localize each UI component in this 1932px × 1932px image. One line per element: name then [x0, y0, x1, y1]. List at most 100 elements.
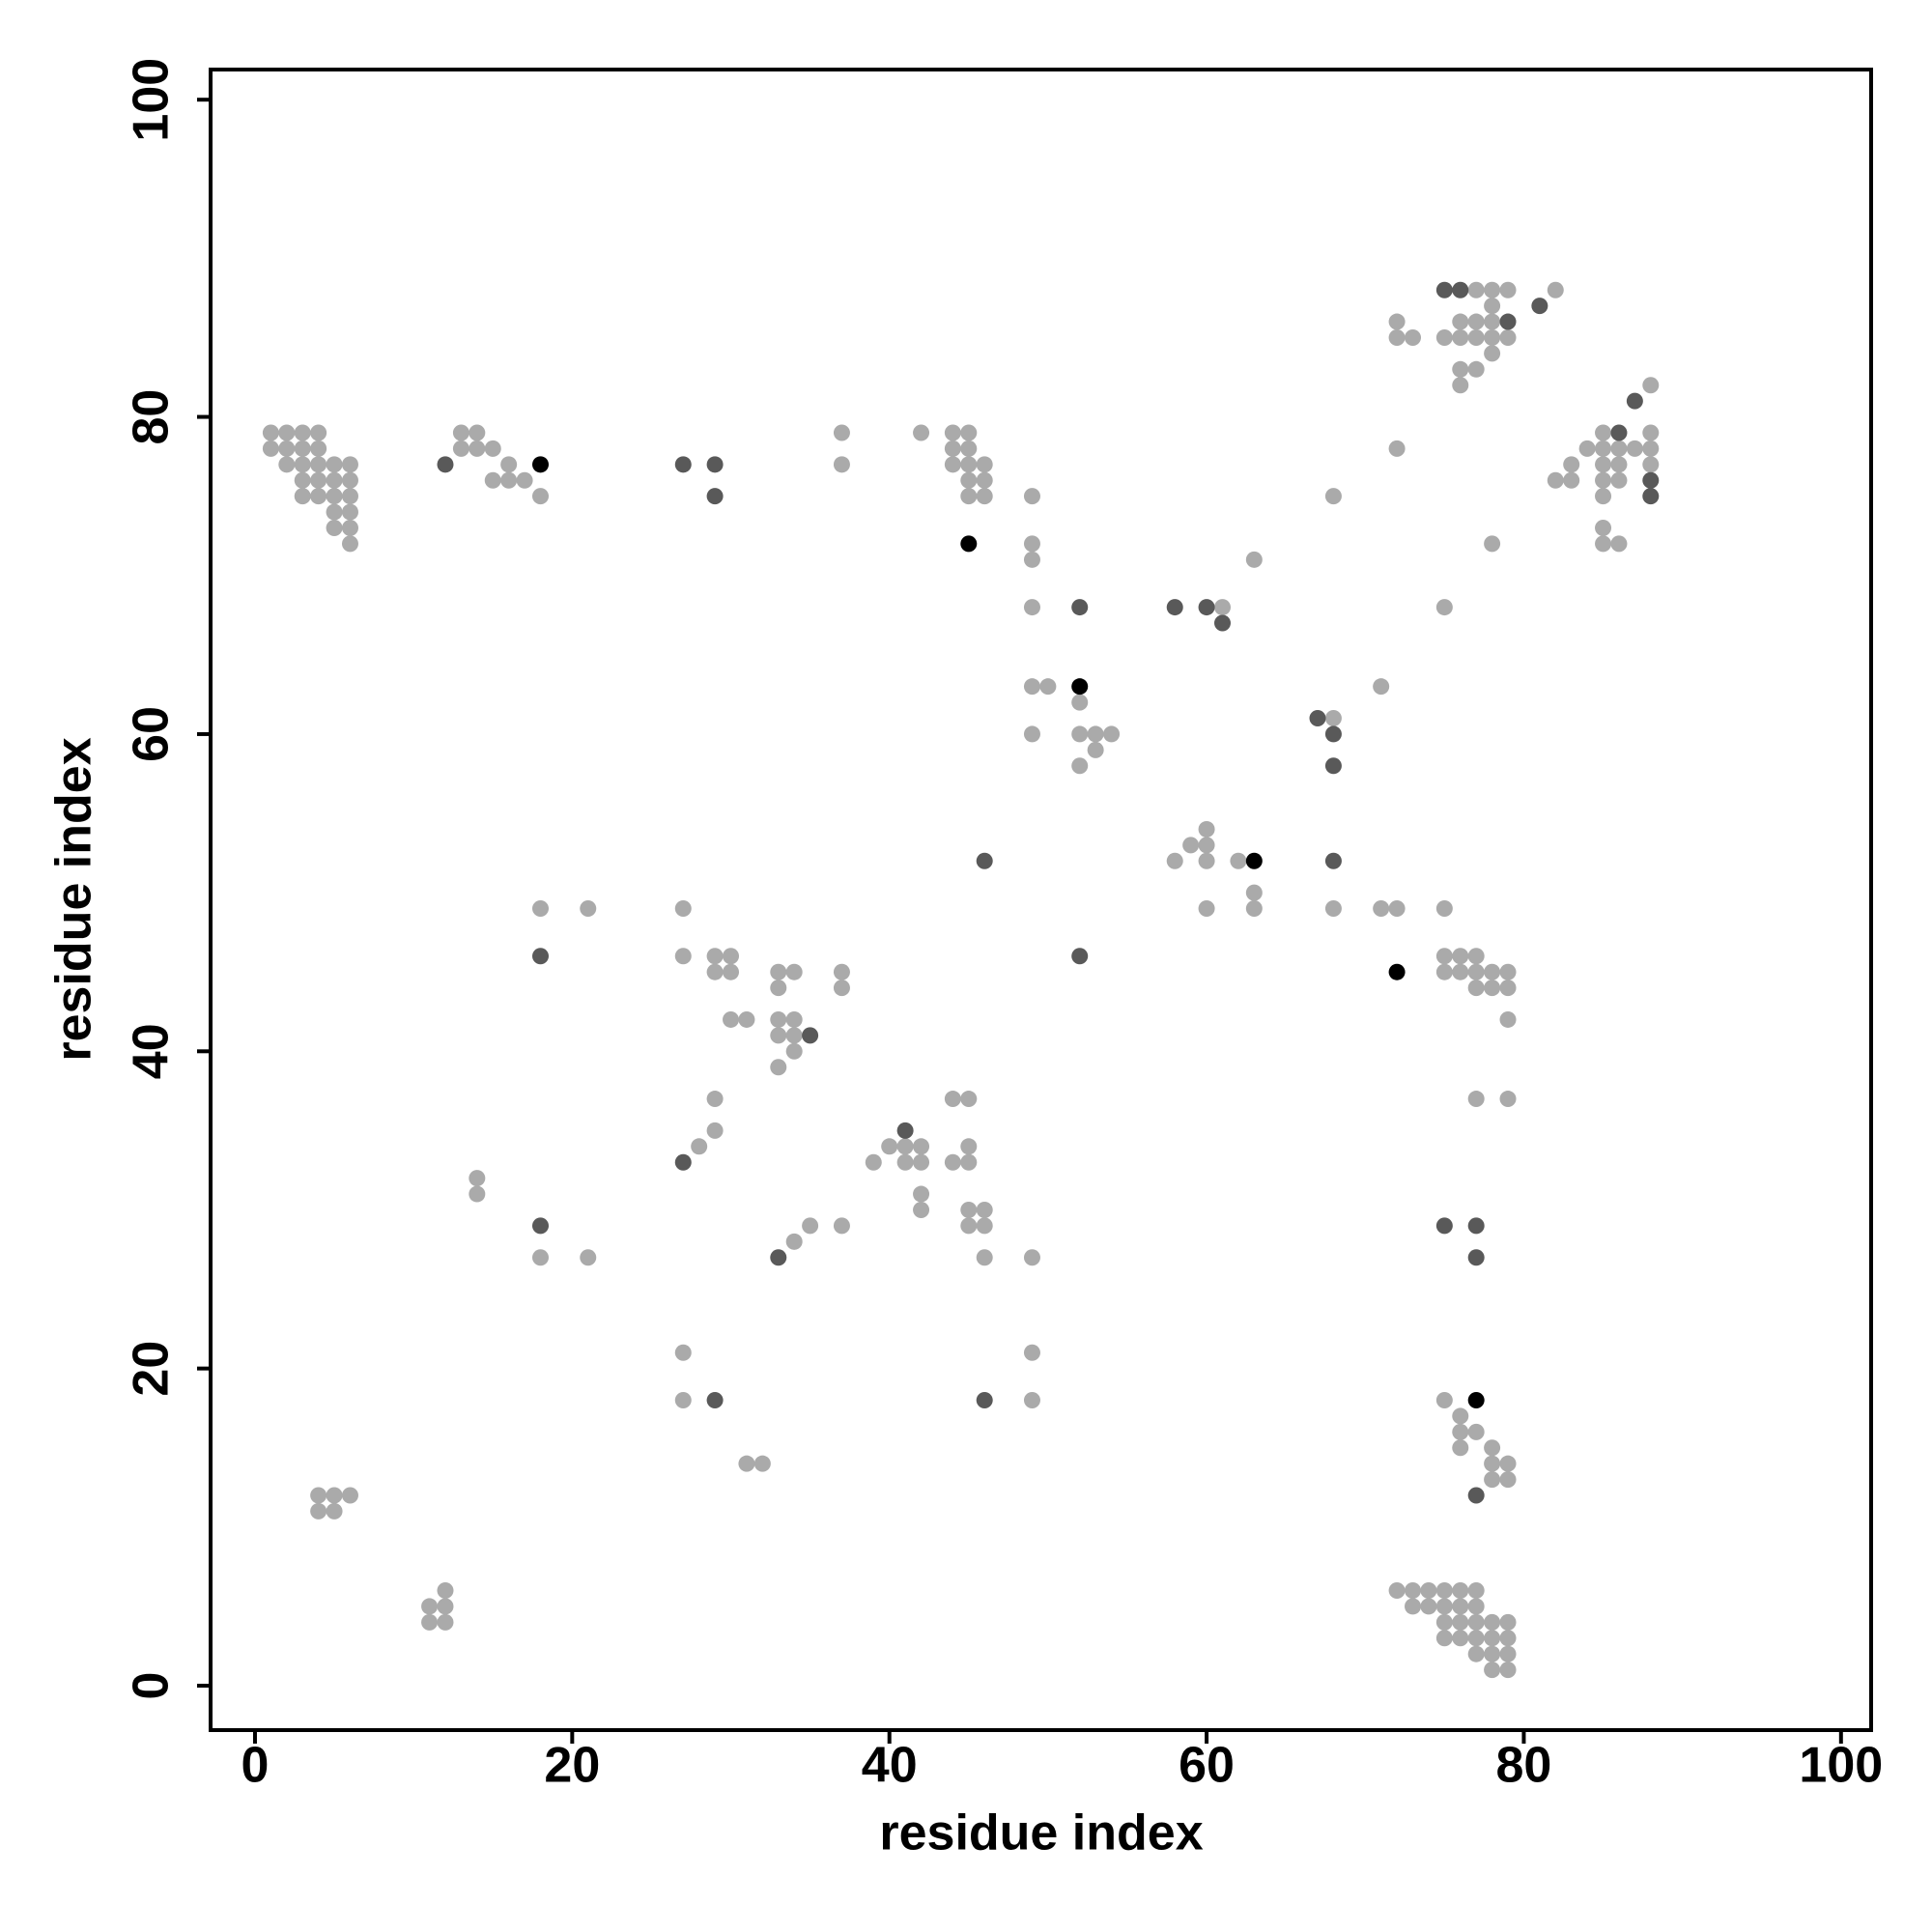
point	[310, 424, 327, 441]
point	[1484, 1439, 1501, 1457]
point	[976, 456, 993, 473]
point	[1245, 900, 1263, 918]
point	[785, 1042, 803, 1060]
point	[1452, 1407, 1469, 1425]
point	[706, 948, 724, 965]
point	[1023, 1344, 1040, 1361]
point	[421, 1598, 439, 1615]
x-tick-label: 80	[1496, 1738, 1552, 1794]
point	[960, 1153, 978, 1171]
point	[1452, 1582, 1469, 1600]
y-axis-title: residue index	[46, 737, 102, 1061]
point	[1626, 440, 1643, 457]
point	[944, 456, 961, 473]
point	[1198, 852, 1215, 869]
point	[706, 1391, 724, 1408]
point	[1610, 424, 1628, 441]
point	[976, 1249, 993, 1266]
point	[1388, 963, 1406, 980]
point	[1547, 281, 1564, 298]
point	[1610, 456, 1628, 473]
point	[310, 471, 327, 489]
point	[1642, 456, 1660, 473]
point	[881, 1138, 898, 1155]
point	[532, 900, 550, 918]
point	[1484, 345, 1501, 362]
point	[1452, 1613, 1469, 1631]
point	[326, 1502, 343, 1520]
point	[1452, 281, 1469, 298]
point	[1484, 313, 1501, 330]
point	[960, 488, 978, 505]
point	[1467, 281, 1485, 298]
point	[674, 900, 692, 918]
point	[1467, 1582, 1485, 1600]
point	[1467, 980, 1485, 997]
point	[452, 440, 469, 457]
point	[1484, 963, 1501, 980]
point	[770, 1059, 787, 1076]
point	[944, 1153, 961, 1171]
point	[785, 1233, 803, 1250]
point	[1467, 1423, 1485, 1440]
point	[944, 424, 961, 441]
point	[1452, 948, 1469, 965]
point	[753, 1455, 771, 1472]
point	[674, 1344, 692, 1361]
point	[326, 456, 343, 473]
point	[341, 1487, 358, 1504]
point	[1388, 900, 1406, 918]
point	[960, 440, 978, 457]
point	[1324, 725, 1342, 743]
point	[1420, 1582, 1437, 1600]
point	[1452, 360, 1469, 378]
point	[580, 1249, 597, 1266]
point	[976, 1391, 993, 1408]
x-tick-label: 60	[1179, 1738, 1235, 1794]
point	[341, 535, 358, 553]
point	[1023, 551, 1040, 568]
point	[1642, 488, 1660, 505]
point	[326, 519, 343, 536]
point	[1595, 471, 1612, 489]
point	[452, 424, 469, 441]
point	[1023, 535, 1040, 553]
point	[1405, 1582, 1422, 1600]
point	[1213, 614, 1231, 632]
point	[944, 1091, 961, 1108]
point	[310, 1502, 327, 1520]
point	[1452, 328, 1469, 346]
point	[500, 471, 518, 489]
point	[976, 488, 993, 505]
point	[802, 1027, 819, 1044]
point	[976, 1201, 993, 1218]
point	[1642, 471, 1660, 489]
point	[1484, 1455, 1501, 1472]
point	[1499, 980, 1517, 997]
y-tick-label: 100	[124, 58, 180, 142]
point	[785, 963, 803, 980]
point	[469, 424, 486, 441]
point	[484, 471, 501, 489]
point	[1309, 710, 1326, 727]
y-tick-label: 20	[124, 1341, 180, 1397]
point	[262, 424, 279, 441]
point	[723, 948, 740, 965]
point	[706, 488, 724, 505]
point	[691, 1138, 708, 1155]
point	[1484, 1630, 1501, 1647]
point	[294, 424, 311, 441]
point	[960, 471, 978, 489]
point	[1405, 328, 1422, 346]
point	[294, 471, 311, 489]
point	[1198, 900, 1215, 918]
point	[1467, 948, 1485, 965]
point	[1595, 456, 1612, 473]
point	[976, 1217, 993, 1235]
point	[674, 1391, 692, 1408]
point	[674, 948, 692, 965]
point	[1610, 440, 1628, 457]
point	[469, 1185, 486, 1203]
point	[1595, 488, 1612, 505]
point	[1324, 852, 1342, 869]
